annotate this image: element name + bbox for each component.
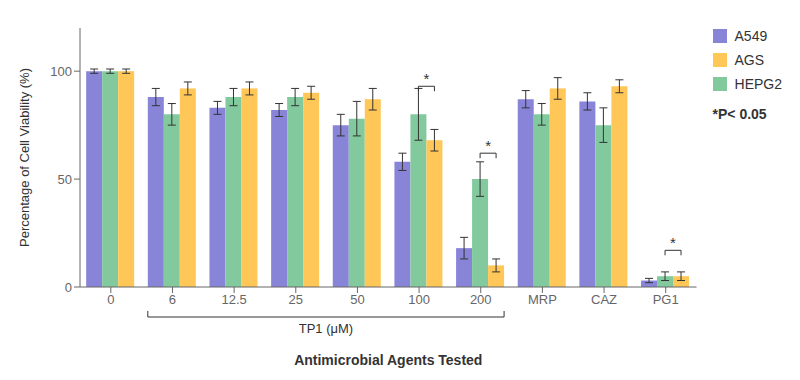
svg-text:Percentage of Cell Viability (: Percentage of Cell Viability (%): [17, 68, 32, 247]
svg-text:6: 6: [169, 292, 176, 307]
html-text:A549: A549: [734, 28, 768, 44]
html-text:AGS: AGS: [734, 52, 765, 68]
svg-text:TP1 (μM): TP1 (μM): [299, 321, 353, 336]
html-text:*P< 0.05: *P< 0.05: [712, 106, 767, 122]
svg-text:*: *: [485, 137, 491, 154]
svg-text:Antimicrobial Agents Tested: Antimicrobial Agents Tested: [294, 352, 482, 368]
svg-text:50: 50: [350, 292, 364, 307]
svg-text:CAZ: CAZ: [591, 292, 617, 307]
svg-text:100: 100: [50, 64, 72, 79]
svg-text:100: 100: [408, 292, 430, 307]
svg-text:0: 0: [65, 280, 72, 295]
svg-text:50: 50: [58, 172, 72, 187]
svg-text:25: 25: [289, 292, 303, 307]
svg-text:*: *: [424, 70, 430, 87]
html-text:HEPG2: HEPG2: [734, 76, 782, 92]
svg-text:0: 0: [107, 292, 114, 307]
svg-text:200: 200: [470, 292, 492, 307]
svg-text:*: *: [670, 234, 676, 251]
svg-text:PG1: PG1: [653, 292, 679, 307]
svg-text:MRP: MRP: [528, 292, 557, 307]
svg-text:12.5: 12.5: [221, 292, 246, 307]
